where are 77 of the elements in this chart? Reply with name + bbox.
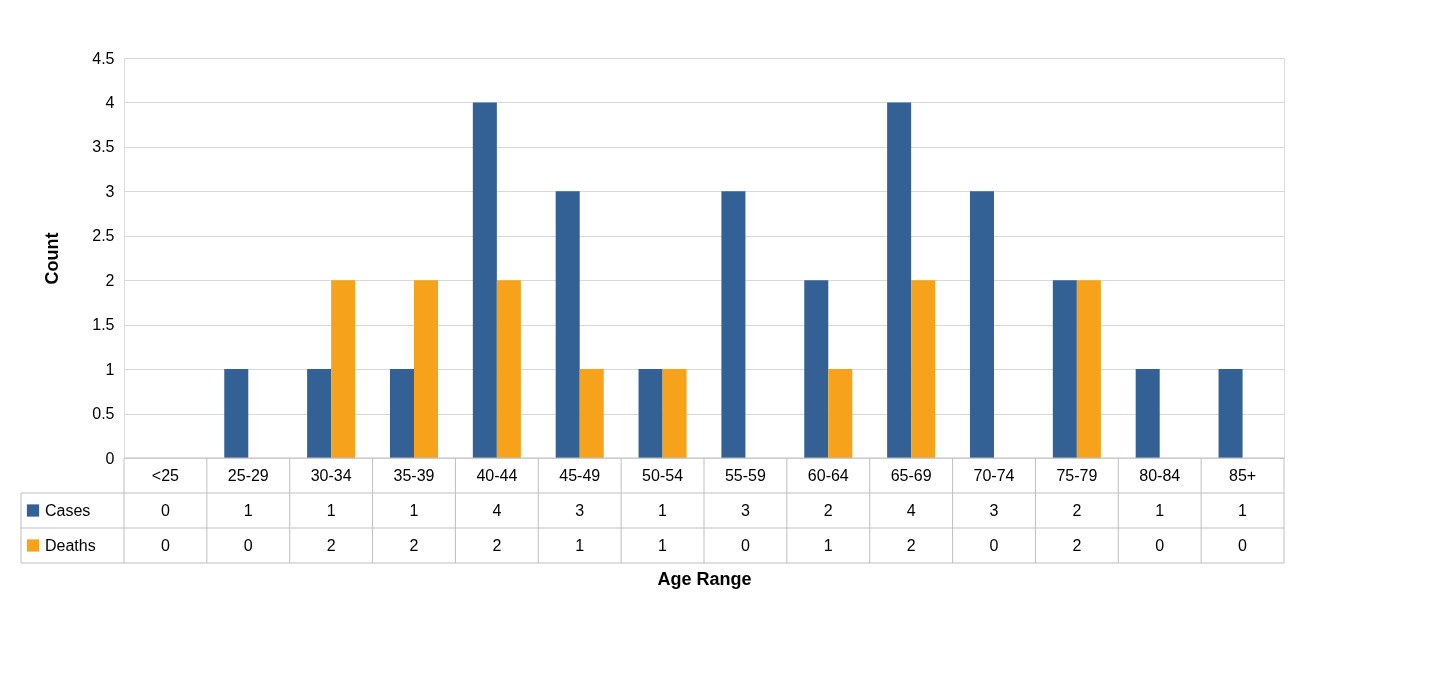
- bar: [579, 369, 604, 458]
- data-label: 3: [575, 501, 585, 519]
- data-label: 0: [160, 536, 170, 554]
- x-tick-label: 45-49: [559, 466, 601, 484]
- x-tick-label: <25: [151, 466, 180, 484]
- x-tick-label: 75-79: [1056, 466, 1098, 484]
- y-tick-label: 3: [105, 182, 115, 200]
- bar: [804, 280, 829, 458]
- data-label: 0: [1238, 536, 1248, 554]
- legend-label: Cases: [45, 501, 91, 519]
- y-tick-label: 4.5: [92, 49, 115, 67]
- data-label: 4: [492, 501, 502, 519]
- bar: [969, 191, 994, 458]
- data-label: 1: [409, 501, 419, 519]
- data-label: 1: [658, 536, 668, 554]
- data-label: 2: [823, 501, 833, 519]
- x-tick-label: 40-44: [476, 466, 518, 484]
- y-tick-label: 4: [105, 93, 115, 111]
- data-label: 1: [823, 536, 833, 554]
- data-label: 2: [906, 536, 916, 554]
- x-tick-label: 85+: [1229, 466, 1257, 484]
- bar: [1052, 280, 1077, 458]
- x-tick-label: 25-29: [227, 466, 269, 484]
- data-label: 4: [906, 501, 916, 519]
- bar: [224, 369, 249, 458]
- bar: [1076, 280, 1101, 458]
- x-tick-label: 30-34: [310, 466, 352, 484]
- data-label: 0: [989, 536, 999, 554]
- x-tick-label: 65-69: [890, 466, 932, 484]
- data-label: 0: [740, 536, 750, 554]
- bar: [911, 280, 936, 458]
- data-label: 1: [243, 501, 253, 519]
- x-tick-label: 55-59: [724, 466, 766, 484]
- x-tick-label: 35-39: [393, 466, 435, 484]
- y-tick-label: 1.5: [92, 316, 115, 334]
- data-label: 0: [1155, 536, 1165, 554]
- bar: [472, 102, 497, 458]
- x-tick-label: 60-64: [807, 466, 849, 484]
- x-tick-label: 80-84: [1139, 466, 1181, 484]
- bar: [828, 369, 853, 458]
- bar: [1218, 369, 1243, 458]
- data-label: 2: [326, 536, 336, 554]
- bar: [496, 280, 521, 458]
- bar: [307, 369, 332, 458]
- data-label: 0: [243, 536, 253, 554]
- y-tick-label: 2: [105, 271, 115, 289]
- bar: [555, 191, 580, 458]
- bar: [662, 369, 687, 458]
- x-tick-label: 70-74: [973, 466, 1015, 484]
- y-axis-title: Count: [42, 232, 63, 285]
- x-axis-title: Age Range: [657, 568, 752, 589]
- legend-label: Deaths: [45, 536, 96, 554]
- data-label: 2: [1072, 501, 1082, 519]
- data-label: 0: [160, 501, 170, 519]
- y-tick-label: 2.5: [92, 227, 115, 245]
- y-tick-label: 0.5: [92, 405, 115, 423]
- bar: [638, 369, 663, 458]
- bar: [721, 191, 746, 458]
- data-label: 1: [326, 501, 336, 519]
- bar: [389, 369, 414, 458]
- bar: [887, 102, 912, 458]
- data-label: 2: [1072, 536, 1082, 554]
- data-label: 3: [989, 501, 999, 519]
- y-tick-label: 1: [105, 360, 115, 378]
- data-label: 1: [575, 536, 585, 554]
- bar: [331, 280, 356, 458]
- data-label: 1: [1238, 501, 1248, 519]
- y-tick-label: 3.5: [92, 138, 115, 156]
- bar: [414, 280, 439, 458]
- data-label: 1: [658, 501, 668, 519]
- data-label: 1: [1155, 501, 1165, 519]
- data-label: 2: [492, 536, 502, 554]
- y-tick-label: 0: [105, 449, 115, 467]
- bar: [1135, 369, 1160, 458]
- data-label: 3: [740, 501, 750, 519]
- x-tick-label: 50-54: [642, 466, 684, 484]
- data-label: 2: [409, 536, 419, 554]
